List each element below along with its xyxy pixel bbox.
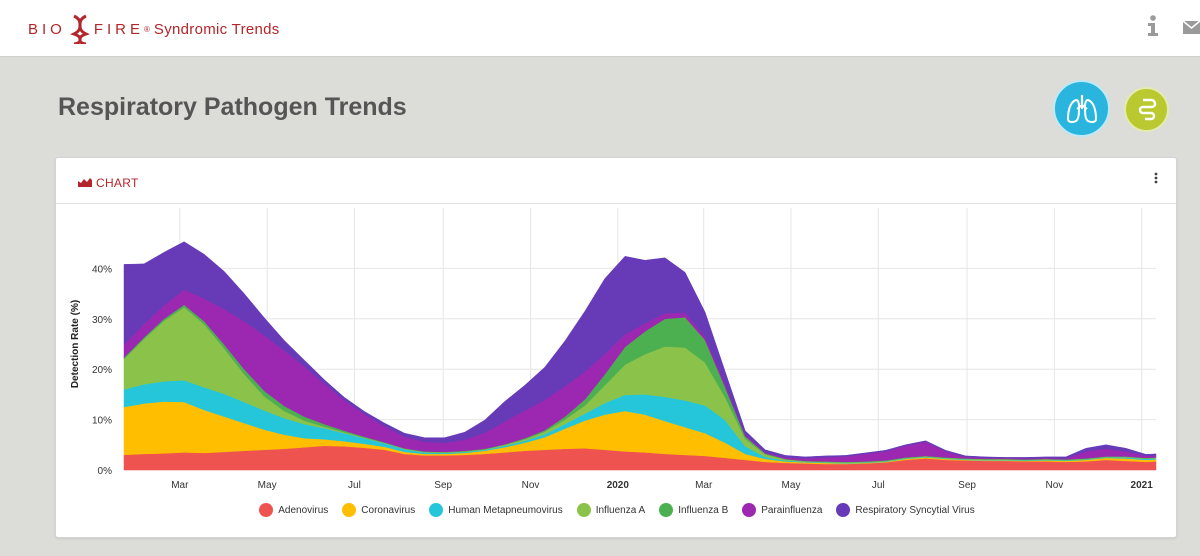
x-tick-label: May	[782, 480, 801, 491]
legend-label: Adenovirus	[278, 504, 329, 516]
mail-icon[interactable]	[1183, 18, 1200, 35]
legend-swatch	[659, 503, 674, 517]
legend-swatch	[259, 503, 274, 517]
x-tick-label: Nov	[1045, 480, 1063, 491]
biofire-logo[interactable]: BIO FIRE ® Syndromic Trends	[28, 14, 280, 44]
top-navigation-bar: BIO FIRE ® Syndromic Trends	[0, 0, 1200, 57]
legend-swatch	[836, 503, 851, 517]
lungs-icon	[1066, 94, 1097, 123]
logo-text-left: BIO	[28, 20, 66, 38]
legend-item[interactable]: Human Metapneumovirus	[429, 503, 563, 517]
logo-subtitle: Syndromic Trends	[153, 20, 280, 38]
legend-label: Parainfluenza	[761, 504, 823, 516]
logo-text-right: FIRE	[93, 20, 145, 38]
legend-swatch	[742, 503, 757, 517]
legend-label: Human Metapneumovirus	[448, 504, 563, 516]
legend-item[interactable]: Respiratory Syncytial Virus	[836, 503, 975, 517]
x-tick-label: Nov	[522, 480, 540, 491]
area-series-respiratory-syncytial-virus	[123, 241, 1157, 459]
legend-item[interactable]: Adenovirus	[259, 503, 328, 517]
card-title: CHART	[96, 176, 139, 190]
legend-label: Influenza A	[595, 504, 646, 516]
dna-helix-icon	[69, 14, 90, 44]
y-tick-label: 0%	[98, 466, 113, 477]
info-icon[interactable]	[1146, 15, 1160, 37]
logo-registered-mark: ®	[144, 24, 150, 34]
y-tick-label: 30%	[92, 315, 112, 326]
x-tick-label: Jul	[348, 480, 361, 491]
page-title: Respiratory Pathogen Trends	[58, 93, 407, 121]
chart-legend: Adenovirus Coronavirus Human Metapneumovir…	[56, 503, 1178, 520]
x-tick-label: 2020	[607, 480, 630, 491]
legend-label: Respiratory Syncytial Virus	[855, 504, 975, 516]
legend-label: Coronavirus	[361, 504, 416, 516]
legend-item[interactable]: Coronavirus	[342, 503, 415, 517]
stacked-area-chart: 0% 10% 20% 30% 40% Mar May Jul Sep Nov 2020 Mar May J…	[70, 208, 1157, 491]
x-tick-label: May	[258, 480, 277, 491]
x-tick-label: 2021	[1131, 480, 1154, 491]
x-tick-label: Sep	[958, 480, 976, 491]
y-tick-label: 10%	[92, 416, 112, 427]
legend-item[interactable]: Influenza A	[576, 503, 646, 517]
gastrointestinal-panel-button[interactable]	[1124, 87, 1169, 132]
legend-item[interactable]: Parainfluenza	[742, 503, 822, 517]
legend-label: Influenza B	[678, 504, 729, 516]
card-header: CHART	[56, 158, 1176, 204]
legend-swatch	[342, 503, 357, 517]
x-tick-label: Jul	[872, 480, 885, 491]
legend-swatch	[429, 503, 444, 517]
x-tick-label: Mar	[695, 480, 713, 491]
x-tick-label: Mar	[171, 480, 189, 491]
more-vert-icon[interactable]	[1154, 172, 1158, 184]
y-axis-label: Detection Rate (%)	[70, 300, 81, 388]
intestine-icon	[1138, 98, 1156, 120]
legend-swatch	[576, 503, 591, 517]
chart-card: CHART 0% 10% 20% 30% 40% Mar May Jul Sep Nov 2020 M…	[55, 157, 1177, 538]
y-tick-label: 40%	[92, 264, 112, 275]
x-tick-label: Sep	[434, 480, 452, 491]
respiratory-panel-button[interactable]	[1053, 80, 1110, 137]
y-tick-label: 20%	[92, 365, 112, 376]
area-chart-icon	[78, 178, 92, 187]
legend-item[interactable]: Influenza B	[659, 503, 728, 517]
